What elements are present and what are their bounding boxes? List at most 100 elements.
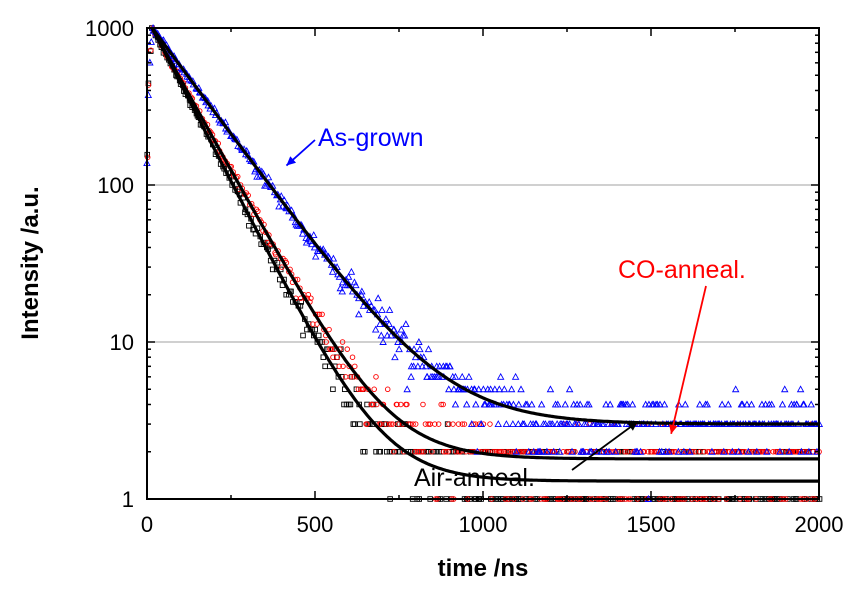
data-point — [579, 447, 588, 455]
data-point — [305, 291, 312, 298]
data-point — [703, 400, 711, 408]
data-point — [420, 401, 426, 408]
data-point — [416, 345, 424, 353]
arrow-head — [668, 424, 678, 434]
data-point — [470, 385, 479, 393]
data-point — [425, 421, 432, 427]
data-point — [351, 421, 358, 427]
data-point — [507, 385, 516, 393]
data-point — [602, 400, 610, 408]
data-point — [519, 448, 525, 455]
data-point — [374, 401, 380, 408]
data-point — [660, 400, 669, 408]
data-point — [517, 385, 525, 393]
data-point — [747, 400, 756, 408]
data-point — [395, 345, 403, 353]
data-point — [658, 447, 666, 455]
annotation-arrow — [670, 285, 707, 435]
data-point — [298, 299, 305, 305]
data-point — [386, 421, 393, 427]
data-point — [686, 447, 694, 455]
data-point — [780, 385, 789, 393]
data-point — [541, 420, 550, 428]
data-point — [548, 420, 557, 428]
data-point — [383, 331, 392, 339]
data-point — [743, 400, 751, 408]
data-point — [339, 339, 346, 345]
data-point — [398, 401, 404, 408]
data-point — [537, 400, 546, 408]
annotation-co-anneal: CO-anneal. — [618, 256, 746, 284]
data-point — [720, 447, 728, 455]
data-point — [388, 421, 394, 427]
data-point — [383, 448, 390, 455]
data-point — [373, 374, 379, 380]
data-point — [336, 363, 343, 370]
data-point — [728, 447, 737, 455]
data-point — [502, 420, 511, 428]
data-point — [371, 386, 377, 393]
data-point — [377, 331, 386, 339]
annotation-air-anneal: Air-anneal. — [414, 464, 535, 492]
data-point — [391, 353, 399, 361]
data-point — [275, 202, 283, 210]
data-point — [347, 267, 356, 275]
data-point — [696, 400, 704, 408]
data-point — [477, 420, 486, 428]
data-point — [461, 421, 468, 427]
data-point — [500, 385, 509, 393]
data-point — [738, 400, 747, 408]
data-point — [394, 338, 402, 345]
data-point — [713, 448, 720, 455]
data-point — [767, 400, 776, 408]
data-point — [409, 362, 418, 370]
data-point — [379, 338, 387, 345]
data-point — [462, 400, 471, 408]
data-point — [568, 447, 576, 455]
data-point — [561, 400, 569, 408]
data-point — [674, 447, 683, 455]
data-point — [407, 372, 415, 380]
data-point — [292, 220, 300, 228]
data-point — [319, 339, 325, 345]
data-point — [424, 345, 433, 353]
data-point — [614, 420, 622, 428]
data-point — [776, 447, 784, 455]
data-point — [300, 332, 306, 339]
data-point — [606, 400, 614, 408]
data-point — [624, 448, 631, 455]
data-point — [458, 372, 466, 380]
data-point — [323, 339, 329, 345]
data-point — [582, 420, 591, 428]
data-point — [564, 448, 570, 455]
data-point — [446, 362, 454, 370]
annotation-arrows — [285, 139, 707, 471]
data-point — [496, 372, 505, 380]
data-point — [414, 362, 422, 370]
data-point — [373, 448, 379, 455]
data-point — [680, 447, 688, 455]
data-point — [504, 448, 510, 455]
arrow-head — [627, 421, 638, 431]
data-point — [491, 385, 499, 393]
data-point — [807, 400, 815, 408]
data-point — [565, 385, 574, 393]
data-point — [701, 448, 708, 455]
data-point — [509, 420, 517, 428]
data-point — [622, 448, 628, 455]
data-point — [530, 447, 538, 455]
data-point — [315, 332, 322, 339]
data-point — [329, 254, 338, 262]
data-point — [472, 400, 480, 408]
data-point — [740, 448, 747, 455]
data-point — [361, 448, 368, 455]
data-point — [506, 448, 512, 455]
data-point — [147, 38, 156, 45]
data-point — [459, 421, 466, 427]
data-point — [599, 420, 608, 428]
data-point — [440, 401, 446, 408]
data-point — [474, 385, 483, 393]
data-point — [628, 400, 637, 408]
data-point — [443, 448, 449, 455]
data-point — [656, 400, 664, 408]
